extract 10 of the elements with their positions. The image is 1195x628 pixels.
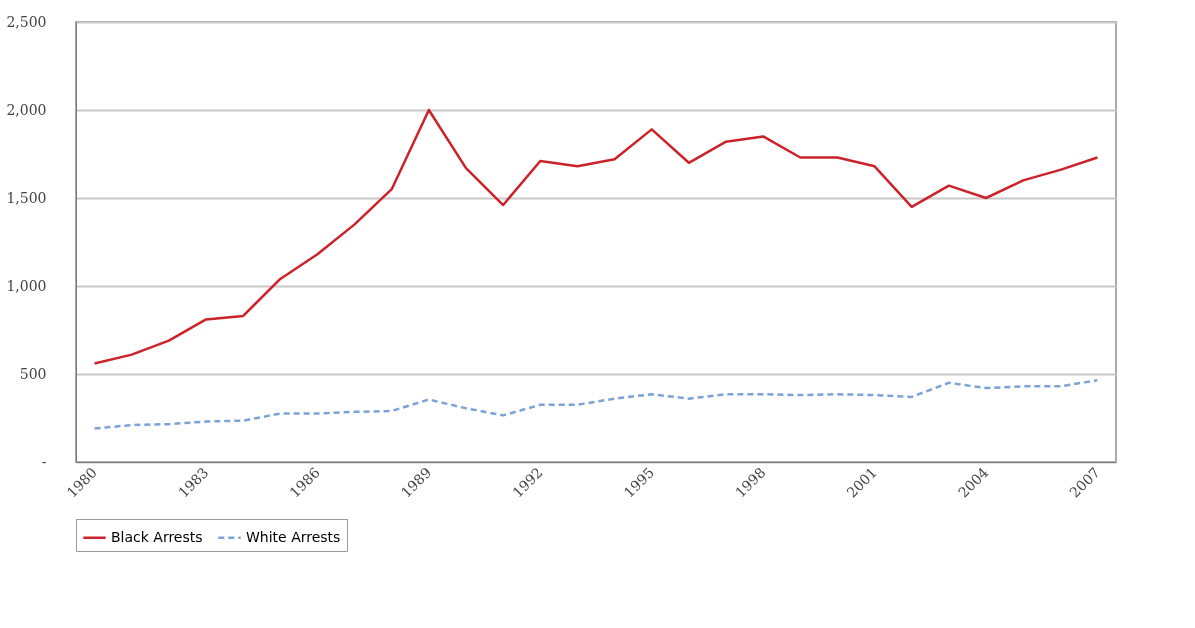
y-tick-label: 2,500 bbox=[6, 13, 47, 30]
legend-label: White Arrests bbox=[246, 528, 341, 545]
y-tick-label: 2,000 bbox=[6, 101, 47, 118]
y-tick-label: 1,000 bbox=[6, 277, 47, 294]
line-series bbox=[93, 378, 1099, 430]
y-tick-label: - bbox=[41, 453, 47, 470]
line-series bbox=[93, 108, 1099, 365]
legend-label: Black Arrests bbox=[111, 528, 203, 545]
y-tick-label: 1,500 bbox=[6, 189, 47, 206]
y-tick-label: 500 bbox=[19, 365, 47, 382]
